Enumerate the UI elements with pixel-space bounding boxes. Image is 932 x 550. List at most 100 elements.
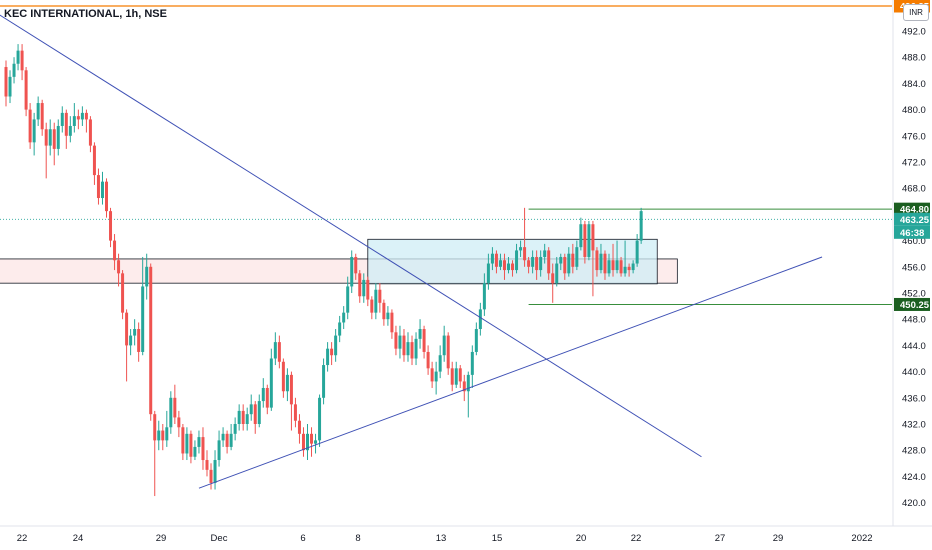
candle-body[interactable] [36,103,40,120]
trendline[interactable] [0,11,702,458]
candle-body[interactable] [579,224,583,248]
candle-body[interactable] [285,374,289,392]
candle-body[interactable] [494,253,498,267]
candle-body[interactable] [539,256,543,271]
candle-body[interactable] [149,266,153,415]
candle-body[interactable] [390,312,394,333]
candle-body[interactable] [56,125,60,149]
candle-body[interactable] [237,410,241,424]
candle-body[interactable] [68,125,72,136]
candle-body[interactable] [374,289,378,313]
candle-body[interactable] [169,397,173,428]
candle-body[interactable] [442,335,446,356]
candle-body[interactable] [358,273,362,297]
candle-body[interactable] [265,387,269,408]
candle-body[interactable] [595,250,599,271]
candle-body[interactable] [454,368,458,385]
candle-body[interactable] [318,397,322,441]
candle-body[interactable] [185,433,189,454]
candle-body[interactable] [306,433,309,451]
candle-body[interactable] [161,430,165,441]
candle-body[interactable] [631,263,635,271]
candle-body[interactable] [177,417,181,428]
candle-body[interactable] [253,404,257,424]
candle-body[interactable] [450,368,454,385]
candle-body[interactable] [301,433,305,451]
candle-body[interactable] [109,211,113,241]
candle-body[interactable] [121,273,125,313]
candle-body[interactable] [293,404,297,421]
candle-body[interactable] [261,387,265,402]
candle-body[interactable] [217,440,221,461]
candle-body[interactable] [189,433,193,457]
candle-body[interactable] [92,145,96,176]
candle-body[interactable] [105,181,108,212]
candle-body[interactable] [338,322,342,336]
candle-body[interactable] [486,263,490,284]
candle-body[interactable] [24,70,28,110]
candle-body[interactable] [406,342,410,356]
candle-body[interactable] [8,76,12,97]
candle-body[interactable] [519,247,523,251]
candle-body[interactable] [225,433,229,447]
candle-body[interactable] [241,410,245,424]
candle-body[interactable] [113,240,117,261]
candle-body[interactable] [129,335,133,346]
candle-body[interactable] [627,266,631,271]
candle-body[interactable] [434,371,438,382]
candle-body[interactable] [531,256,535,267]
candle-body[interactable] [474,329,478,352]
candle-body[interactable] [515,250,519,271]
candle-body[interactable] [591,224,595,251]
candle-body[interactable] [575,247,579,267]
candle-body[interactable] [330,348,334,356]
candle-body[interactable] [181,427,185,454]
candle-body[interactable] [297,420,301,434]
candle-body[interactable] [326,348,330,366]
candle-body[interactable] [60,112,64,126]
candle-body[interactable] [478,309,482,330]
candle-body[interactable] [40,103,44,130]
candle-body[interactable] [245,414,249,424]
candle-body[interactable] [96,175,100,199]
candle-body[interactable] [125,312,129,346]
candle-body[interactable] [141,286,145,352]
candle-body[interactable] [277,342,281,362]
candle-body[interactable] [84,112,88,120]
candle-body[interactable] [426,351,430,369]
candle-body[interactable] [490,253,494,264]
candle-body[interactable] [603,253,607,274]
candle-body[interactable] [289,374,293,405]
candle-body[interactable] [117,260,121,274]
candle-body[interactable] [137,329,141,352]
candle-body[interactable] [366,279,370,300]
candle-body[interactable] [559,256,563,264]
candle-body[interactable] [48,129,52,146]
candle-body[interactable] [458,368,462,382]
candle-body[interactable] [334,335,338,356]
candle-body[interactable] [430,368,434,382]
candle-body[interactable] [607,260,611,274]
candle-body[interactable] [88,119,92,146]
candle-body[interactable] [527,260,531,267]
candle-body[interactable] [12,63,16,77]
candle-body[interactable] [20,50,24,71]
candle-body[interactable] [157,430,161,441]
candle-body[interactable] [173,397,177,418]
candle-body[interactable] [422,329,426,352]
candle-body[interactable] [52,129,56,149]
candle-body[interactable] [567,253,571,274]
candle-body[interactable] [197,437,201,447]
candle-body[interactable] [153,414,157,441]
candle-body[interactable] [100,181,104,199]
candle-body[interactable] [639,211,643,241]
candle-body[interactable] [370,299,374,313]
trendline[interactable] [198,256,823,489]
candle-body[interactable] [213,460,217,483]
currency-button[interactable]: INR [903,4,929,21]
candle-body[interactable] [28,109,32,143]
candle-body[interactable] [346,286,350,313]
candle-body[interactable] [201,437,205,461]
candle-body[interactable] [507,263,510,271]
